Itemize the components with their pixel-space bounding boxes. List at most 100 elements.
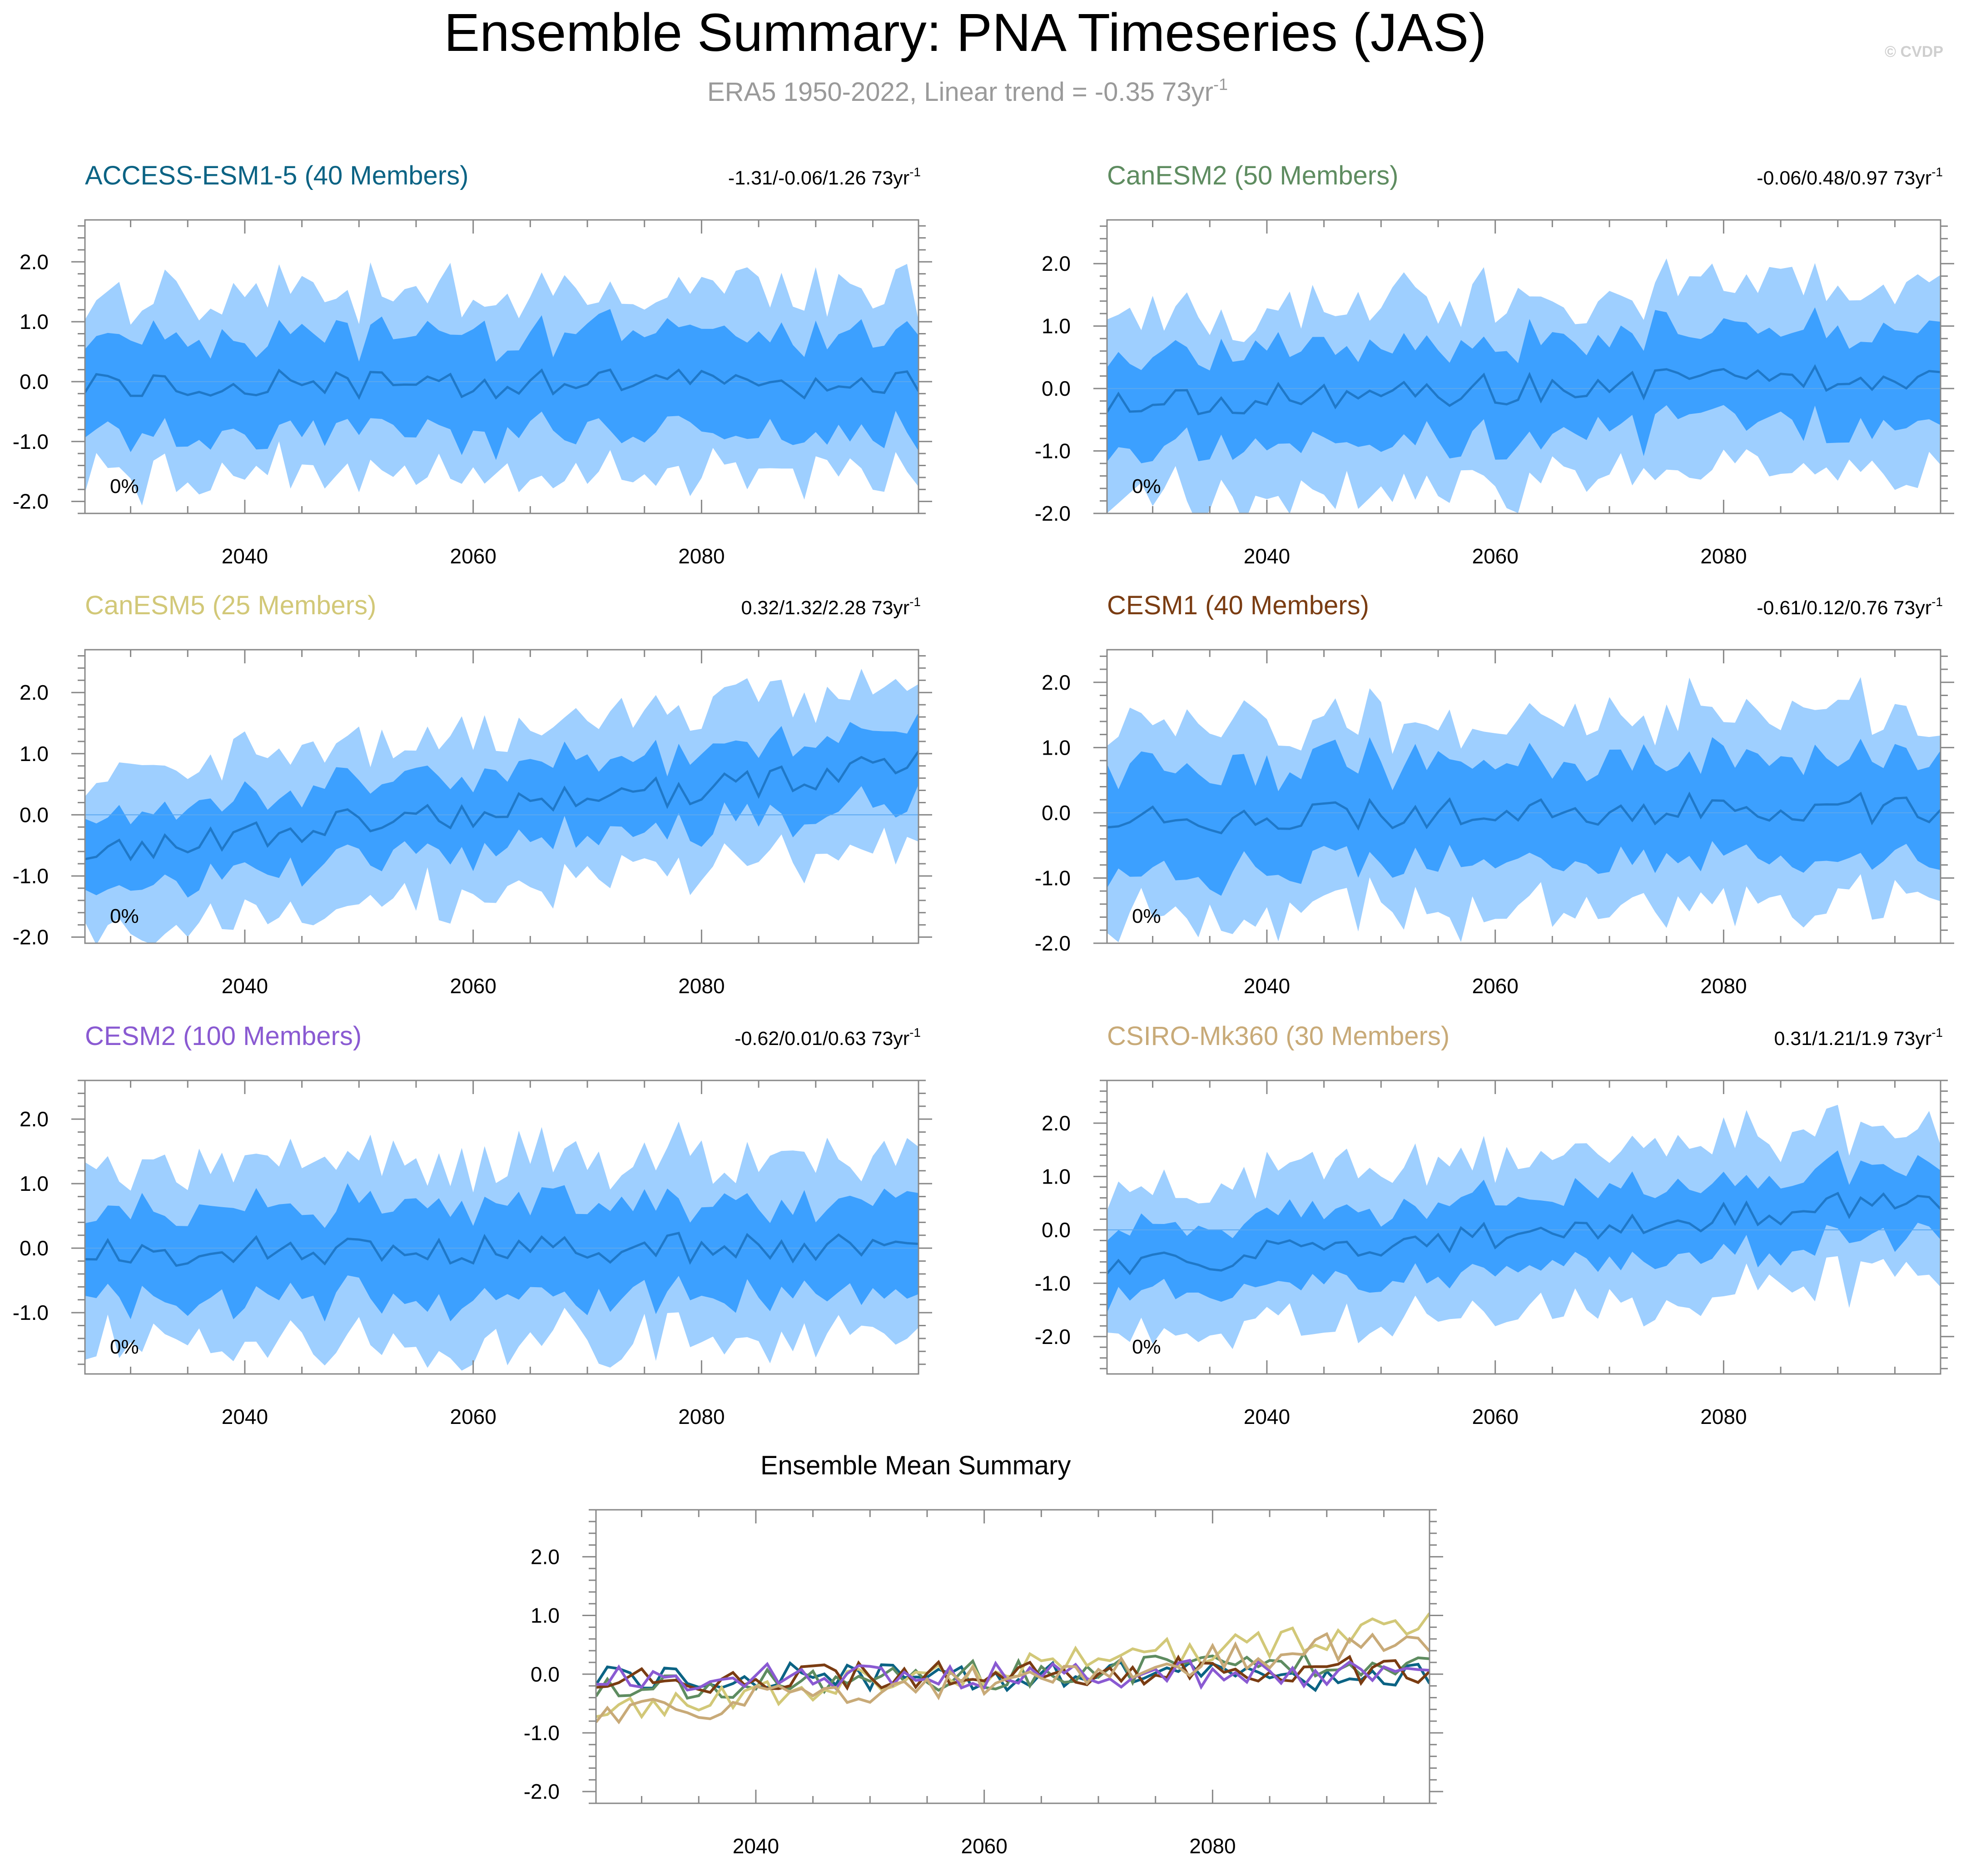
y-tick-label: -2.0	[1035, 931, 1071, 955]
panel-trend: -1.31/-0.06/1.26 73yr-1	[728, 165, 921, 189]
inner-spread-band	[85, 1183, 918, 1322]
panel-title: Ensemble Mean Summary	[760, 1451, 1071, 1480]
y-tick-label: 1.0	[20, 1172, 49, 1195]
y-tick-label: 0.0	[531, 1662, 560, 1686]
x-tick-label: 2040	[1244, 544, 1290, 568]
x-tick-label: 2040	[222, 1405, 268, 1428]
percent-label: 0%	[1132, 1336, 1161, 1358]
x-tick-label: 2080	[1700, 544, 1747, 568]
panel-6: CSIRO-Mk360 (30 Members) 0.31/1.21/1.9 73…	[1035, 1021, 1954, 1428]
y-tick-label: 2.0	[1042, 252, 1071, 275]
watermark: © CVDP	[1885, 43, 1943, 60]
y-tick-label: 1.0	[20, 742, 49, 766]
x-tick-label: 2080	[1189, 1834, 1236, 1858]
y-tick-label: -1.0	[524, 1721, 560, 1745]
ensemble-mean-line	[1107, 364, 1941, 416]
x-tick-label: 2080	[678, 544, 725, 568]
panel-title: ACCESS-ESM1-5 (40 Members)	[85, 161, 468, 190]
x-tick-label: 2080	[678, 1405, 725, 1428]
y-tick-label: -1.0	[1035, 439, 1071, 463]
y-tick-label: 1.0	[1042, 736, 1071, 759]
percent-label: 0%	[1132, 905, 1161, 927]
x-tick-label: 2040	[1244, 1405, 1290, 1428]
y-tick-label: -2.0	[13, 926, 49, 949]
y-tick-label: 2.0	[531, 1545, 560, 1568]
x-tick-label: 2040	[222, 974, 268, 998]
x-tick-label: 2060	[450, 544, 496, 568]
y-tick-label: -1.0	[1035, 1271, 1071, 1295]
plot-frame	[1106, 649, 1941, 944]
panel-title: CanESM5 (25 Members)	[85, 591, 376, 620]
x-tick-label: 2080	[1700, 974, 1747, 998]
plot-frame	[1106, 1080, 1941, 1375]
panel-trend: -0.06/0.48/0.97 73yr-1	[1757, 165, 1943, 189]
panel-title: CESM1 (40 Members)	[1107, 591, 1369, 620]
x-tick-label: 2060	[1472, 544, 1518, 568]
plot-frame	[84, 219, 919, 514]
ensemble-mean-line	[85, 368, 918, 400]
y-tick-label: 1.0	[1042, 1164, 1071, 1188]
plot-frame	[84, 1080, 919, 1375]
panel-trend: 0.31/1.21/1.9 73yr-1	[1774, 1025, 1943, 1050]
plot-frame	[595, 1509, 1430, 1804]
ensemble-mean-line	[1107, 1192, 1941, 1275]
y-tick-label: 1.0	[20, 310, 49, 333]
x-tick-label: 2080	[1700, 1405, 1747, 1428]
x-tick-label: 2060	[1472, 974, 1518, 998]
panel-3: CanESM5 (25 Members) 0.32/1.32/2.28 73yr-…	[13, 591, 932, 998]
panel-2: CanESM2 (50 Members) -0.06/0.48/0.97 73yr…	[1035, 161, 1954, 568]
y-tick-label: -2.0	[13, 490, 49, 513]
y-tick-label: 2.0	[1042, 1111, 1071, 1135]
y-tick-label: 0.0	[20, 370, 49, 393]
y-tick-label: -1.0	[13, 430, 49, 453]
mean-series-line	[596, 1632, 1430, 1725]
x-tick-label: 2060	[450, 974, 496, 998]
y-tick-label: -2.0	[1035, 1325, 1071, 1349]
x-tick-label: 2040	[733, 1834, 779, 1858]
y-tick-label: -2.0	[1035, 502, 1071, 525]
ensemble-mean-line	[85, 751, 918, 861]
x-tick-label: 2060	[1472, 1405, 1518, 1428]
y-tick-label: -1.0	[13, 864, 49, 888]
y-tick-label: 2.0	[1042, 671, 1071, 694]
percent-label: 0%	[110, 905, 139, 927]
percent-label: 0%	[1132, 475, 1161, 498]
y-tick-label: 1.0	[1042, 314, 1071, 338]
panel-trend: 0.32/1.32/2.28 73yr-1	[741, 595, 921, 619]
panel-1: ACCESS-ESM1-5 (40 Members) -1.31/-0.06/1.…	[13, 161, 932, 568]
y-tick-label: -1.0	[13, 1301, 49, 1324]
plot-frame	[84, 649, 919, 944]
inner-spread-band	[1107, 737, 1941, 896]
x-tick-label: 2060	[961, 1834, 1007, 1858]
panel-5: CESM2 (100 Members) -0.62/0.01/0.63 73yr-…	[13, 1021, 932, 1428]
mean-series-line	[596, 1612, 1430, 1719]
plot-frame	[1106, 219, 1941, 514]
y-tick-label: 0.0	[20, 803, 49, 826]
figure-subtitle: ERA5 1950-2022, Linear trend = -0.35 73y…	[707, 75, 1228, 107]
mean-series-line	[596, 1654, 1430, 1694]
ensemble-mean-line	[85, 1231, 918, 1267]
panel-trend: -0.61/0.12/0.76 73yr-1	[1757, 595, 1943, 619]
percent-label: 0%	[110, 1336, 139, 1358]
y-tick-label: 0.0	[1042, 801, 1071, 825]
y-tick-label: -1.0	[1035, 866, 1071, 890]
x-tick-label: 2060	[450, 1405, 496, 1428]
y-tick-label: 0.0	[1042, 1218, 1071, 1242]
y-tick-label: 2.0	[20, 250, 49, 274]
panel-4: CESM1 (40 Members) -0.61/0.12/0.76 73yr-1…	[1035, 591, 1954, 998]
y-tick-label: 2.0	[20, 681, 49, 704]
y-tick-label: -2.0	[524, 1780, 560, 1803]
ensemble-mean-line	[1107, 791, 1941, 835]
panel-title: CESM2 (100 Members)	[85, 1021, 362, 1051]
y-tick-label: 2.0	[20, 1107, 49, 1131]
y-tick-label: 0.0	[20, 1236, 49, 1260]
panel-title: CanESM2 (50 Members)	[1107, 161, 1398, 190]
panel-7: Ensemble Mean Summary 2040 2060 2080 -2.0 -1.…	[524, 1451, 1443, 1858]
inner-spread-band	[85, 712, 918, 898]
x-tick-label: 2040	[222, 544, 268, 568]
y-tick-label: 0.0	[1042, 377, 1071, 400]
x-tick-label: 2080	[678, 974, 725, 998]
percent-label: 0%	[110, 475, 139, 498]
mean-series-line	[596, 1659, 1430, 1692]
